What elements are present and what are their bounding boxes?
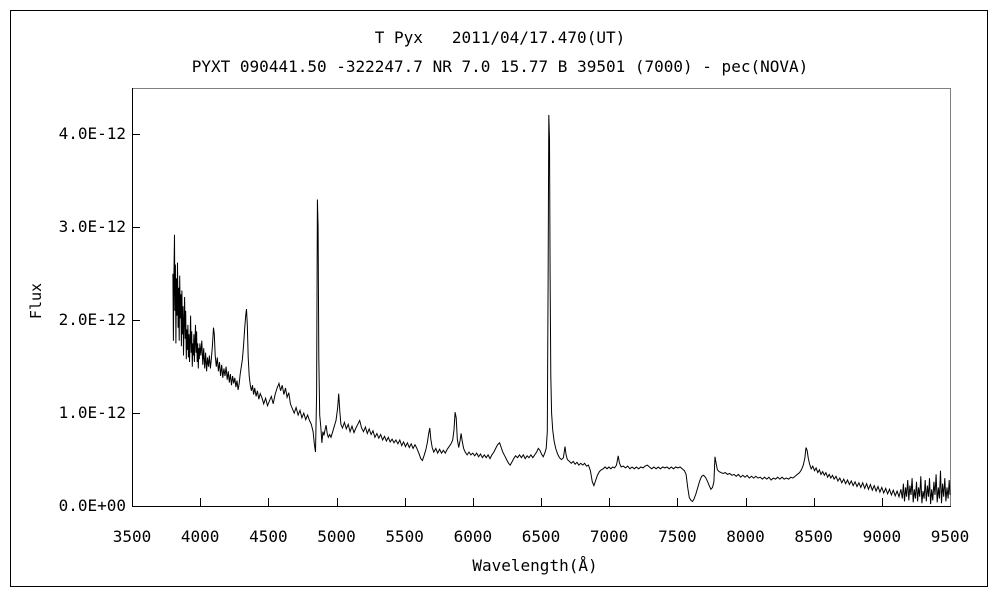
x-tick-label: 5000: [317, 527, 356, 546]
y-tick-label: 0.0E+00: [58, 496, 126, 515]
chart-subtitle: PYXT 090441.50 -322247.7 NR 7.0 15.77 B …: [191, 57, 809, 76]
x-tick-label: 8000: [726, 527, 765, 546]
x-tick-label: 4500: [249, 527, 288, 546]
y-tick-label: 2.0E-12: [58, 310, 126, 330]
x-axis-label: Wavelength(Å): [472, 556, 598, 575]
y-tick-label: 1.0E-12: [58, 403, 126, 423]
y-tick-label: 4.0E-12: [58, 124, 126, 144]
x-tick-label: 3500: [112, 527, 152, 546]
x-tick-label: 9000: [862, 527, 902, 546]
x-tick-label: 9500: [930, 527, 970, 546]
x-tick-label: 6000: [453, 527, 493, 546]
y-tick-label: 3.0E-12: [58, 217, 126, 237]
x-tick-label: 7500: [658, 527, 697, 546]
spectrum-line: [172, 114, 951, 505]
x-tick-label: 8500: [794, 527, 833, 546]
x-tick-label: 7000: [589, 527, 629, 546]
x-tick-label: 5500: [385, 527, 424, 546]
chart-title: T Pyx 2011/04/17.470(UT): [374, 28, 626, 47]
x-tick-label: 6500: [521, 527, 561, 546]
x-tick-label: 4000: [180, 527, 220, 546]
outer-border: [10, 10, 988, 587]
